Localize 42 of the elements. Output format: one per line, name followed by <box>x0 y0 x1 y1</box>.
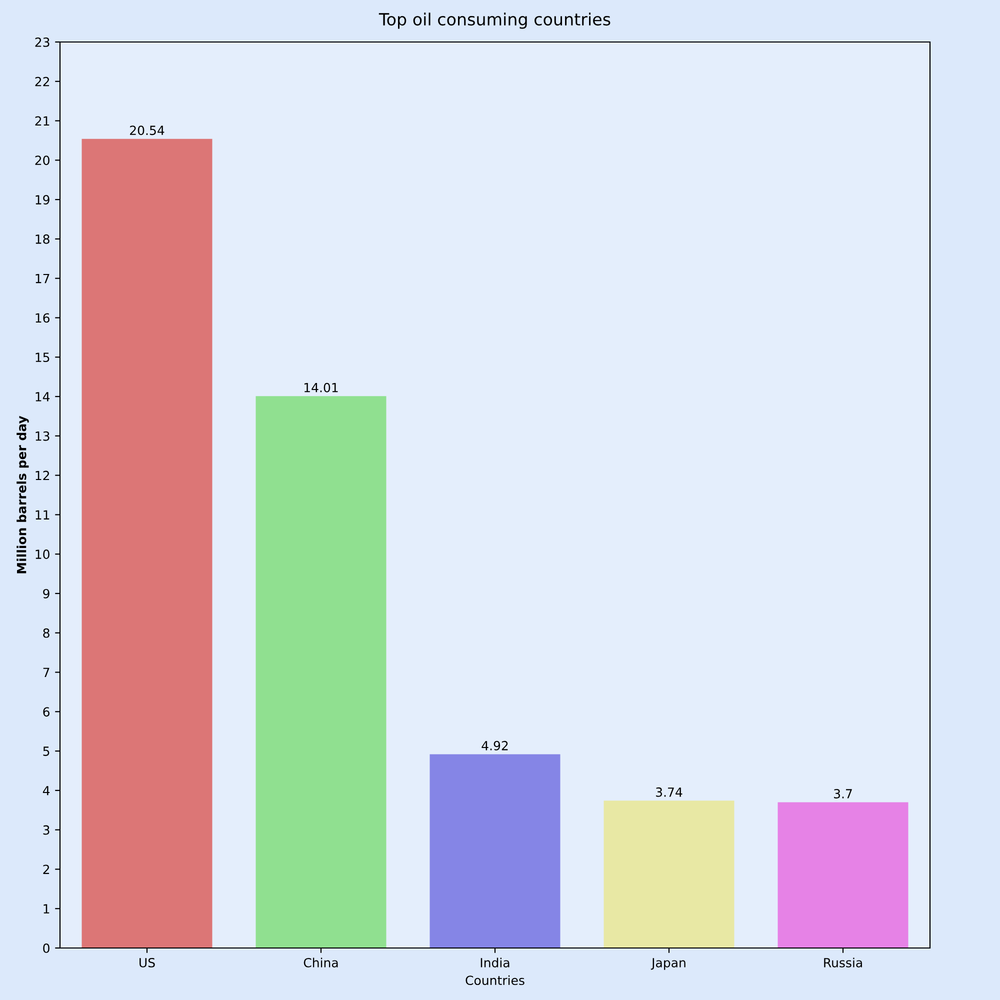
bar <box>82 138 212 948</box>
y-tick-label: 2 <box>43 864 50 874</box>
y-tick-label: 21 <box>35 116 50 126</box>
y-tick-label: 11 <box>36 510 50 520</box>
y-tick-label: 9 <box>43 588 50 598</box>
y-tick-label: 19 <box>36 195 50 204</box>
y-tick-label: 15 <box>36 352 50 362</box>
y-tick-label: 13 <box>36 431 50 441</box>
y-axis-title: Million barrels per day <box>16 416 29 574</box>
x-tick-label: India <box>480 958 510 968</box>
data-label: 20.54 <box>130 126 164 136</box>
y-tick-label: 20 <box>35 156 50 166</box>
y-tick-label: 3 <box>43 825 50 835</box>
data-label: 14.01 <box>304 382 338 392</box>
y-tick-label: 18 <box>36 234 50 244</box>
bar <box>778 802 908 948</box>
y-tick-label: 1 <box>44 904 50 914</box>
bar <box>430 754 560 948</box>
y-tick-label: 12 <box>36 470 50 480</box>
data-label: 3.7 <box>834 788 852 798</box>
y-tick-label: 8 <box>43 628 50 638</box>
x-axis-title: Countries <box>466 975 524 986</box>
y-tick-label: 22 <box>35 76 50 86</box>
y-tick-label: 7 <box>43 668 50 678</box>
x-tick-label: Japan <box>650 958 686 970</box>
bar <box>256 396 386 948</box>
chart-title: Top oil consuming countries <box>378 12 610 29</box>
y-tick-label: 17 <box>36 274 50 284</box>
y-tick-label: 4 <box>42 786 50 796</box>
bar <box>604 800 734 948</box>
y-tick-label: 14 <box>36 392 50 402</box>
x-tick-label: Russia <box>824 958 862 968</box>
y-tick-label: 5 <box>43 746 50 756</box>
y-tick-label: 23 <box>35 37 50 47</box>
y-tick-label: 0 <box>43 943 50 953</box>
data-label: 4.92 <box>482 740 508 750</box>
y-tick-label: 16 <box>36 313 50 323</box>
x-tick-label: China <box>304 958 338 968</box>
data-label: 3.74 <box>656 787 682 797</box>
y-tick-label: 6 <box>43 707 50 717</box>
x-tick-label: US <box>140 958 155 968</box>
y-tick-label: 10 <box>36 550 50 560</box>
